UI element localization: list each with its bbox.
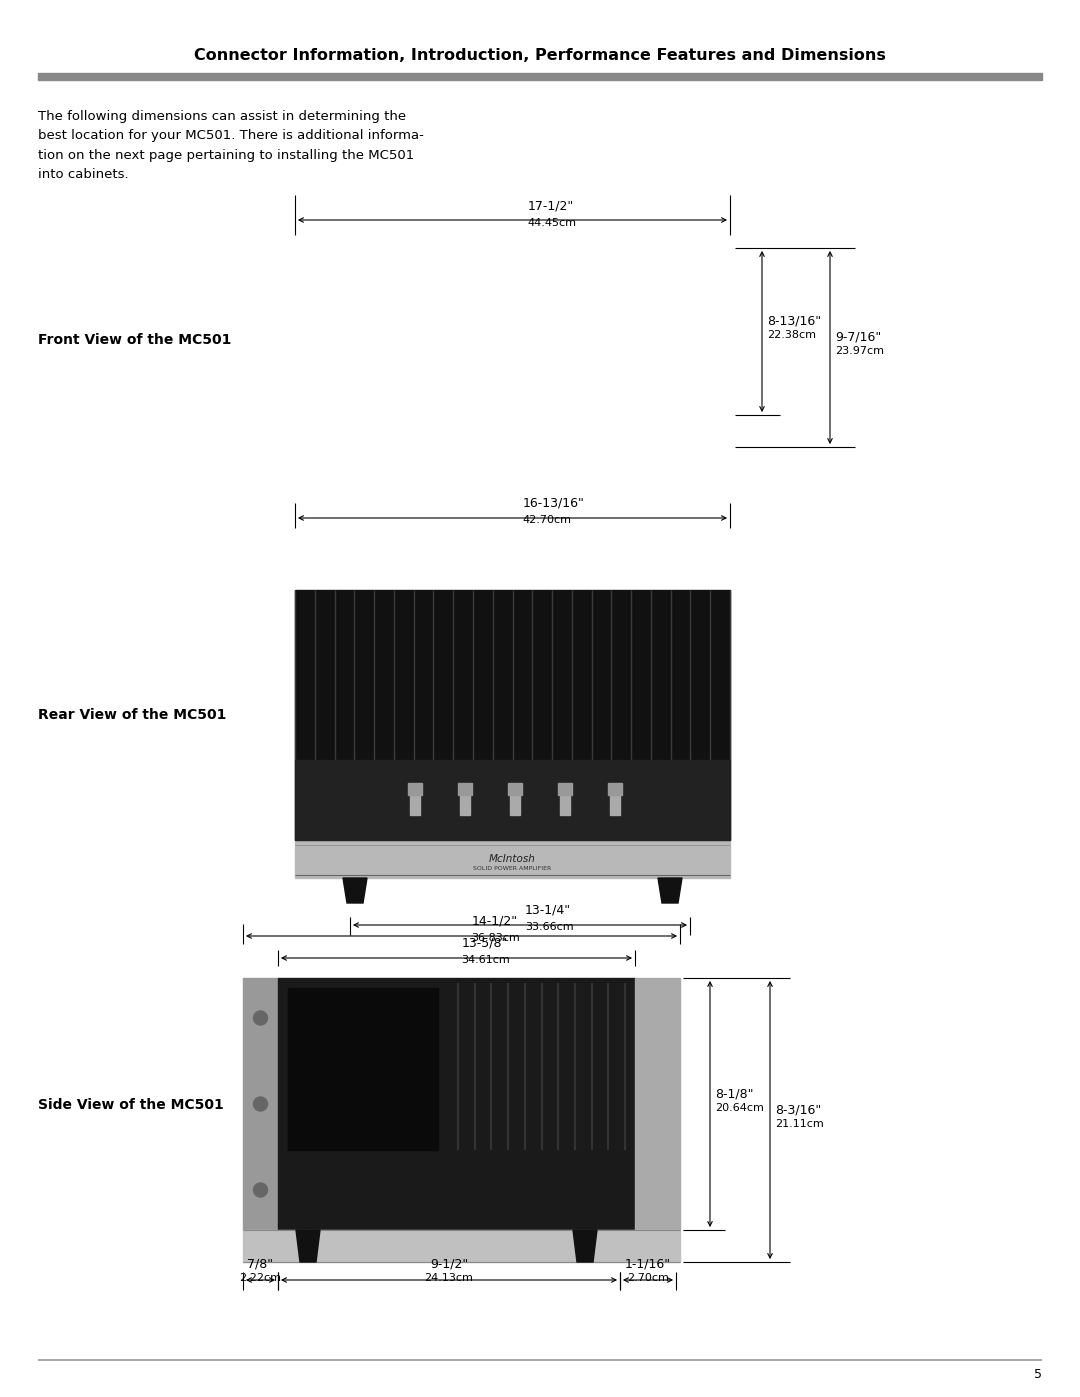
Bar (243, 1229, 680, 1261)
Text: 22.38cm: 22.38cm (767, 331, 816, 341)
Text: The following dimensions can assist in determining the
best location for your MC: The following dimensions can assist in d… (38, 110, 423, 182)
Text: 7/8": 7/8" (247, 1257, 273, 1270)
Bar (295, 760, 730, 840)
Text: 8-13/16": 8-13/16" (767, 314, 821, 328)
Text: 42.70cm: 42.70cm (523, 515, 571, 525)
Text: Rear View of the MC501: Rear View of the MC501 (38, 708, 227, 722)
Bar (38, 73, 1042, 80)
Text: McIntosh: McIntosh (489, 854, 536, 863)
Text: 13-5/8": 13-5/8" (461, 936, 508, 950)
Bar (458, 782, 472, 795)
Bar (608, 782, 622, 795)
Bar (295, 840, 730, 877)
Text: Connector Information, Introduction, Performance Features and Dimensions: Connector Information, Introduction, Per… (194, 47, 886, 63)
Polygon shape (573, 1229, 597, 1261)
Bar (408, 782, 422, 795)
Text: 33.66cm: 33.66cm (525, 922, 573, 932)
Text: 44.45cm: 44.45cm (527, 218, 577, 228)
Text: 23.97cm: 23.97cm (835, 346, 885, 356)
Bar (561, 787, 570, 814)
Text: 9-1/2": 9-1/2" (430, 1257, 468, 1270)
Bar (278, 978, 635, 1229)
Circle shape (254, 1097, 268, 1111)
Circle shape (254, 1011, 268, 1025)
Bar (510, 787, 519, 814)
Text: 8-1/8": 8-1/8" (715, 1087, 754, 1101)
Bar (243, 978, 278, 1229)
Circle shape (254, 1183, 268, 1197)
Bar (508, 782, 522, 795)
Text: 13-1/4": 13-1/4" (525, 904, 571, 916)
Polygon shape (296, 1229, 320, 1261)
Text: 8-3/16": 8-3/16" (775, 1104, 821, 1116)
Text: 16-13/16": 16-13/16" (523, 496, 584, 510)
Text: SOLID POWER AMPLIFIER: SOLID POWER AMPLIFIER (473, 866, 552, 870)
Bar (635, 978, 680, 1229)
Text: 24.13cm: 24.13cm (424, 1273, 473, 1282)
Text: 2.22cm: 2.22cm (240, 1273, 282, 1282)
Polygon shape (343, 877, 367, 902)
Text: 9-7/16": 9-7/16" (835, 331, 881, 344)
Bar (295, 590, 730, 840)
Polygon shape (658, 877, 681, 902)
Text: Side View of the MC501: Side View of the MC501 (38, 1098, 224, 1112)
Text: 5: 5 (1034, 1369, 1042, 1382)
Text: 21.11cm: 21.11cm (775, 1119, 824, 1129)
Text: 2.70cm: 2.70cm (627, 1273, 669, 1282)
Text: 14-1/2": 14-1/2" (472, 915, 517, 928)
Text: 34.61cm: 34.61cm (461, 956, 510, 965)
Text: 1-1/16": 1-1/16" (625, 1257, 671, 1270)
Bar (558, 782, 572, 795)
Bar (288, 988, 438, 1150)
Text: 36.83cm: 36.83cm (472, 933, 521, 943)
Bar (610, 787, 620, 814)
Bar (460, 787, 470, 814)
Bar (410, 787, 420, 814)
Text: 20.64cm: 20.64cm (715, 1104, 764, 1113)
Text: Front View of the MC501: Front View of the MC501 (38, 332, 231, 346)
Text: 17-1/2": 17-1/2" (527, 200, 573, 212)
